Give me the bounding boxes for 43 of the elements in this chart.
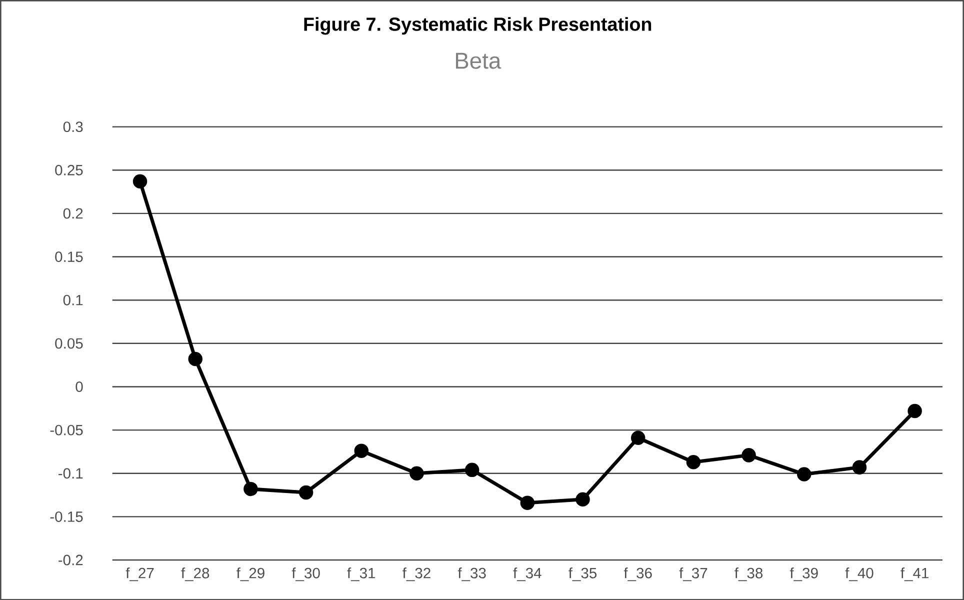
x-tick-label: f_34	[513, 567, 542, 581]
point	[630, 430, 646, 445]
point	[354, 444, 369, 458]
y-tick-label: -0.2	[58, 554, 83, 566]
x-tick-label: f_31	[347, 567, 376, 581]
y-tick-label: 0.05	[55, 338, 83, 348]
y-tick-label: 0.1	[63, 294, 83, 306]
x-tick-label: f_40	[845, 567, 874, 581]
y-tick-label: 0.3	[63, 121, 83, 132]
x-tick-label: f_36	[624, 567, 652, 581]
point	[908, 404, 922, 418]
point	[244, 482, 258, 496]
point	[132, 174, 148, 188]
point	[410, 466, 424, 480]
x-tick-label: f_30	[292, 567, 320, 581]
point	[520, 496, 535, 510]
point	[852, 460, 867, 474]
point	[742, 448, 756, 462]
x-tick-label: f_33	[458, 567, 486, 581]
chart-title: Figure 7. Systematic Risk Presentation	[304, 16, 652, 35]
point	[188, 352, 202, 366]
x-tick-label: f_41	[900, 567, 928, 581]
point	[298, 485, 314, 500]
x-tick-label: f_37	[679, 567, 708, 581]
x-tick-label: f_28	[181, 567, 210, 581]
chart-subtitle: Beta	[456, 52, 502, 69]
y-tick-label: 0.2	[63, 208, 83, 218]
x-tick-label: f_27	[126, 567, 154, 581]
point	[686, 454, 701, 470]
x-tick-label: f_35	[568, 567, 597, 581]
point	[797, 466, 812, 482]
y-tick-label: 0	[76, 381, 83, 392]
point	[464, 462, 480, 477]
y-tick-label: -0.1	[58, 468, 83, 478]
x-tick-label: f_29	[236, 567, 264, 581]
y-tick-label: -0.05	[50, 424, 83, 436]
y-tick-label: 0.15	[55, 251, 83, 262]
x-tick-label: f_32	[402, 567, 430, 581]
x-tick-label: f_38	[734, 567, 763, 581]
x-tick-label: f_39	[790, 567, 818, 581]
y-tick-label: 0.25	[55, 164, 83, 176]
y-tick-label: -0.15	[50, 511, 83, 522]
point	[576, 492, 590, 506]
